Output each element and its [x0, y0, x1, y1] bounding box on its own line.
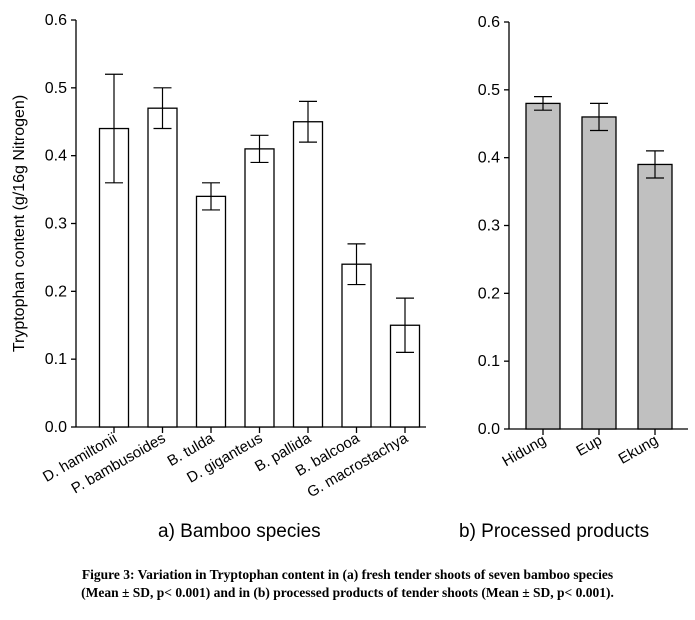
y-tick-label: 0.1	[45, 351, 67, 368]
figure-caption: Figure 3: Variation in Tryptophan conten…	[0, 566, 695, 602]
y-tick-label: 0.6	[45, 12, 67, 29]
y-axis-label: Tryptophan content (g/16g Nitrogen)	[11, 95, 28, 352]
y-tick-label: 0.2	[478, 285, 500, 302]
bar	[195, 195, 227, 428]
y-tick-label: 0.4	[478, 150, 500, 167]
y-tick-label: 0.3	[478, 218, 500, 235]
bar	[341, 263, 372, 428]
y-tick-label: 0.6	[478, 14, 500, 31]
y-tick-label: 0.5	[478, 82, 500, 99]
x-tick-label: Ekung	[616, 432, 661, 468]
y-tick-label: 0.0	[45, 419, 67, 436]
bar	[525, 102, 561, 430]
y-tick-label: 0.4	[45, 148, 67, 165]
y-tick-label: 0.3	[45, 216, 67, 233]
subcaption-a: a) Bamboo species	[158, 521, 321, 542]
y-tick-label: 0.5	[45, 80, 67, 97]
bar	[244, 148, 275, 428]
chart-bamboo-species: 0.0 0.1 0.2 0.3 0.4 0.5 0.6 Tryptophan content …	[11, 12, 426, 501]
x-tick-label: Eup	[573, 432, 605, 460]
caption-line-1: Figure 3: Variation in Tryptophan conten…	[81, 567, 614, 582]
bar	[292, 121, 324, 428]
caption-line-2: (Mean ± SD, p< 0.001) and in (b) process…	[81, 585, 614, 600]
y-tick-label: 0.2	[45, 283, 67, 300]
bar	[637, 163, 673, 430]
subcaption-b: b) Processed products	[459, 521, 650, 542]
x-tick-label: Hidung	[499, 432, 549, 470]
y-tick-label: 0.0	[478, 421, 500, 438]
y-tick-label: 0.1	[478, 353, 500, 370]
bar	[147, 107, 178, 428]
chart-processed-products: 0.0 0.1 0.2 0.3 0.4 0.5 0.6 Hidung Eup Ekung	[478, 14, 688, 470]
bar	[581, 116, 617, 430]
